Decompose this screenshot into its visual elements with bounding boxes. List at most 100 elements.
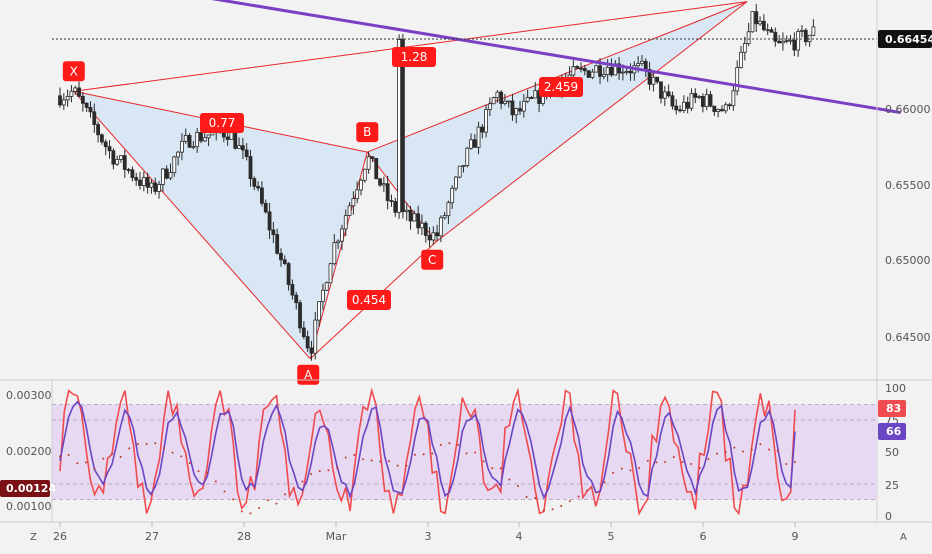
signal-line[interactable] <box>59 400 796 500</box>
axis-corner-left[interactable]: Z <box>30 532 37 543</box>
candle-body <box>176 151 181 158</box>
candle-body <box>282 259 287 264</box>
candle-body <box>199 132 203 142</box>
histogram-dot <box>223 490 226 493</box>
histogram-dot <box>396 464 399 467</box>
point-label-x[interactable]: X <box>62 61 85 82</box>
osc-right-tick: 50 <box>885 446 899 459</box>
pattern-leg-xa[interactable] <box>73 90 311 360</box>
candle-body <box>332 242 337 265</box>
candle-body <box>290 284 295 296</box>
candle-body <box>435 232 440 237</box>
osc-left-tick: 0.00100 <box>6 500 52 513</box>
histogram-dot <box>681 461 684 464</box>
histogram-dot <box>646 459 649 462</box>
candle-body <box>317 301 321 321</box>
osc-left-tick: 0.00200 <box>6 445 52 458</box>
candle-body <box>271 229 276 235</box>
candle-body <box>244 149 249 157</box>
histogram-dot <box>724 450 727 453</box>
histogram-dot <box>707 457 710 460</box>
candle-body <box>202 137 207 142</box>
candle-body <box>107 146 112 152</box>
candle-body <box>343 215 348 230</box>
candle-body <box>491 97 496 105</box>
candle-body <box>609 66 614 76</box>
candle-body <box>800 29 804 32</box>
histogram-dot <box>258 506 261 509</box>
ratio-label-text: 1.28 <box>401 50 428 64</box>
point-label-b[interactable]: B <box>356 122 379 143</box>
histogram-dot <box>785 463 788 466</box>
ratio-label[interactable]: 2.459 <box>539 77 583 97</box>
candle-body <box>61 99 66 106</box>
signal-value-label: 66 <box>886 425 902 438</box>
histogram-dot <box>318 470 321 473</box>
candle-body <box>240 145 245 151</box>
time-tick-label: 3 <box>425 530 432 543</box>
histogram-dot <box>128 447 131 450</box>
candle-body <box>514 108 519 116</box>
osc-right-tick: 100 <box>885 382 906 395</box>
ratio-label[interactable]: 1.28 <box>392 47 436 67</box>
candle-body <box>187 134 192 148</box>
time-tick-label: 5 <box>608 530 615 543</box>
candle-body <box>571 66 576 76</box>
candle-body <box>320 289 325 302</box>
point-label-c-text: C <box>428 253 436 267</box>
trendline[interactable] <box>138 0 902 115</box>
candle-body <box>640 60 644 64</box>
ratio-label[interactable]: 0.77 <box>200 113 244 133</box>
histogram-dot <box>154 442 157 445</box>
candle-body <box>84 102 89 108</box>
candle-body <box>590 71 595 78</box>
ratio-label[interactable]: 0.454 <box>347 290 391 310</box>
point-label-a[interactable]: A <box>297 364 320 385</box>
pattern-leg-cd[interactable] <box>435 1 748 243</box>
candle-body <box>769 29 774 33</box>
histogram-dot <box>655 461 658 464</box>
candle-body <box>670 95 675 107</box>
point-label-b-box <box>356 122 379 143</box>
osc-right-axis[interactable]: 100 75 50 25 0 83 66 <box>878 382 906 523</box>
candle-body <box>279 252 283 261</box>
osc-left-axis[interactable]: 0.00300 0.00200 0.00100 0.00124 <box>0 389 56 513</box>
candle-body <box>647 68 652 85</box>
candle-body <box>305 336 310 349</box>
histogram-dot <box>733 446 736 449</box>
point-label-c[interactable]: C <box>421 249 444 270</box>
candle-body <box>446 202 451 217</box>
candle-body <box>472 139 477 148</box>
candle-body <box>503 100 507 104</box>
candle-body <box>275 234 280 254</box>
candle-body <box>328 263 333 284</box>
histogram-dot <box>292 487 295 490</box>
histogram-dot <box>716 452 719 455</box>
histogram-dot <box>742 450 745 453</box>
candle-body <box>624 70 629 73</box>
histogram-dot <box>638 467 641 470</box>
candle-body <box>781 40 785 44</box>
histogram-dot <box>465 452 468 455</box>
pattern-leg-bd[interactable] <box>367 1 748 153</box>
histogram-dot <box>672 456 675 459</box>
candle-body <box>701 96 705 107</box>
pattern-leg-ab[interactable] <box>309 151 368 359</box>
pattern-leg-xd[interactable] <box>73 1 748 92</box>
candle-body <box>792 39 797 51</box>
candle-body <box>336 240 341 244</box>
histogram-dot <box>214 480 217 483</box>
point-label-x-box <box>62 61 85 82</box>
price-tick: 0.65000 <box>885 254 931 267</box>
trendline-layer[interactable] <box>138 0 902 115</box>
histogram-dot <box>240 510 243 513</box>
candle-body <box>393 201 398 213</box>
osc-right-tick: 25 <box>885 479 899 492</box>
candle-body <box>662 91 667 99</box>
candle-body <box>191 146 196 149</box>
time-axis[interactable]: Z A 26 27 28 Mar 3 4 5 6 9 <box>30 522 907 543</box>
main-price-axis[interactable]: 0.66000 0.65500 0.65000 0.64500 0.66454 <box>878 29 932 344</box>
axis-corner-right[interactable]: A <box>900 532 907 543</box>
